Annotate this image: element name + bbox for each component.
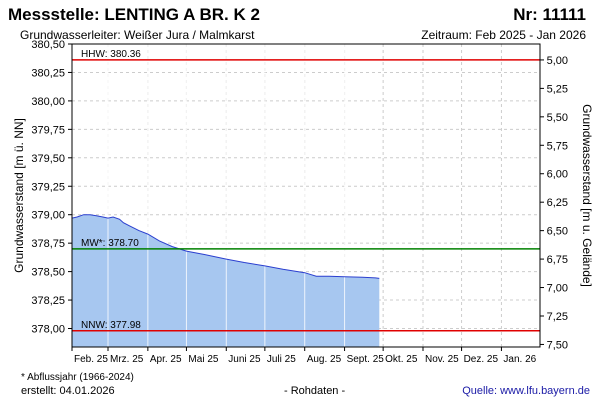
right-y-tick-label: 5,75 [547, 140, 568, 152]
y-tick-label: 379,50 [31, 153, 65, 165]
created-date: erstellt: 04.01.2026 [21, 385, 115, 397]
page-title: Messstelle: LENTING A BR. K 2 [8, 5, 260, 24]
x-tick-label: Dez. 25 [464, 354, 499, 365]
right-y-tick-label: 6,50 [547, 226, 568, 238]
y-tick-label: 379,75 [31, 124, 65, 136]
x-tick-label: Mai 25 [188, 354, 218, 365]
footnote: * Abflussjahr (1966-2024) [21, 372, 134, 383]
reference-line-label: HHW: 380.36 [81, 49, 141, 60]
axes-layer: 380,50 380,25 380,00 379,75 379,50 379,25 379,… [31, 39, 568, 365]
right-y-tick-label: 7,25 [547, 311, 568, 323]
y-tick-label: 379,00 [31, 210, 65, 222]
right-y-tick-label: 7,50 [547, 339, 568, 351]
x-tick-label: Okt. 25 [385, 354, 418, 365]
x-tick-label: Feb. 25 [74, 354, 108, 365]
right-y-tick-label: 5,00 [547, 55, 568, 67]
x-tick-label: Juli 25 [267, 354, 296, 365]
reference-lines: HHW: 380.36 MW*: 378.70 NNW: 377.98 [72, 49, 540, 332]
right-y-tick-label: 5,50 [547, 112, 568, 124]
y-tick-label: 378,00 [31, 324, 65, 336]
y-tick-label: 380,25 [31, 67, 65, 79]
y-tick-label: 380,50 [31, 39, 65, 51]
x-tick-label: Sept. 25 [347, 354, 385, 365]
x-tick-label: Aug. 25 [307, 354, 342, 365]
reference-line-label: MW*: 378.70 [81, 238, 139, 249]
water-level-line [71, 214, 380, 279]
y-tick-label: 378,75 [31, 238, 65, 250]
reference-line-label: NNW: 377.98 [81, 320, 141, 331]
y-axis-label-left: Grundwasserstand [m ü. NN] [12, 118, 26, 273]
x-tick-label: Juni 25 [228, 354, 261, 365]
x-tick-label: Nov. 25 [425, 354, 459, 365]
right-y-tick-label: 5,25 [547, 83, 568, 95]
right-y-tick-label: 6,75 [547, 254, 568, 266]
area-layer [71, 44, 380, 347]
y-tick-label: 379,25 [31, 181, 65, 193]
x-tick-label: Jan. 26 [503, 354, 536, 365]
y-tick-label: 378,25 [31, 295, 65, 307]
x-tick-label: Mrz. 25 [110, 354, 144, 365]
right-y-tick-label: 6,25 [547, 197, 568, 209]
y-tick-label: 380,00 [31, 96, 65, 108]
water-level-area [72, 214, 380, 347]
raw-data-note: - Rohdaten - [284, 385, 346, 397]
right-y-tick-label: 7,00 [547, 283, 568, 295]
station-number: Nr: 11111 [513, 5, 586, 24]
x-tick-label: Apr. 25 [150, 354, 182, 365]
y-axis-label-right: Grundwasserstand [m u. Gelände] [580, 104, 594, 287]
aquifer-label: Grundwasserleiter: Weißer Jura / Malmkar… [20, 28, 255, 42]
right-y-tick-label: 6,00 [547, 169, 568, 181]
period-label: Zeitraum: Feb 2025 - Jan 2026 [421, 28, 586, 42]
plot-frame [71, 43, 541, 348]
source-link[interactable]: Quelle: www.lfu.bayern.de [462, 385, 590, 397]
y-tick-label: 378,50 [31, 267, 65, 279]
